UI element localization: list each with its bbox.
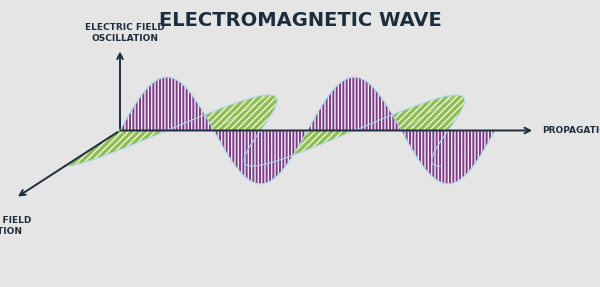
Polygon shape	[214, 131, 307, 184]
Text: MAGNETIC FIELD
OSCILLATION: MAGNETIC FIELD OSCILLATION	[0, 216, 32, 236]
Polygon shape	[65, 95, 268, 166]
Text: PROPAGATION: PROPAGATION	[542, 126, 600, 135]
Polygon shape	[120, 77, 214, 131]
Polygon shape	[308, 77, 401, 131]
Polygon shape	[65, 95, 268, 166]
Polygon shape	[401, 95, 495, 166]
Polygon shape	[253, 95, 456, 166]
Polygon shape	[401, 131, 495, 184]
Polygon shape	[401, 95, 495, 166]
Polygon shape	[401, 131, 495, 184]
Text: ELECTROMAGNETIC WAVE: ELECTROMAGNETIC WAVE	[158, 11, 442, 30]
Polygon shape	[120, 77, 214, 131]
Polygon shape	[214, 131, 307, 184]
Polygon shape	[214, 95, 307, 166]
Polygon shape	[253, 95, 456, 166]
Polygon shape	[214, 95, 307, 166]
Polygon shape	[308, 77, 401, 131]
Text: ELECTRIC FIELD
OSCILLATION: ELECTRIC FIELD OSCILLATION	[85, 23, 165, 43]
